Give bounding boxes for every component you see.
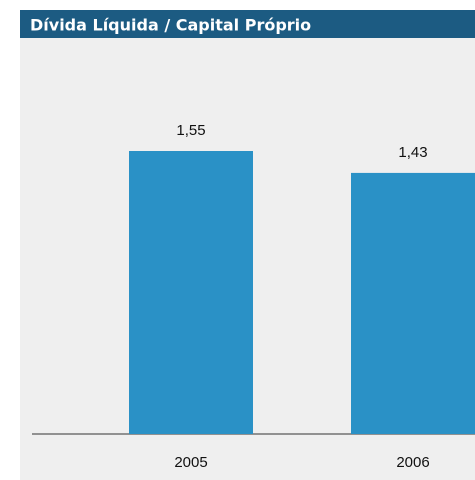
value-label: 1,43 <box>398 144 427 161</box>
x-tick-label: 2006 <box>396 454 429 471</box>
bar <box>351 172 475 435</box>
chart-title: Dívida Líquida / Capital Próprio <box>30 16 311 35</box>
value-label: 1,55 <box>176 122 205 139</box>
x-tick-label: 2005 <box>174 454 207 471</box>
title-bar <box>20 10 475 38</box>
bar <box>129 151 253 434</box>
